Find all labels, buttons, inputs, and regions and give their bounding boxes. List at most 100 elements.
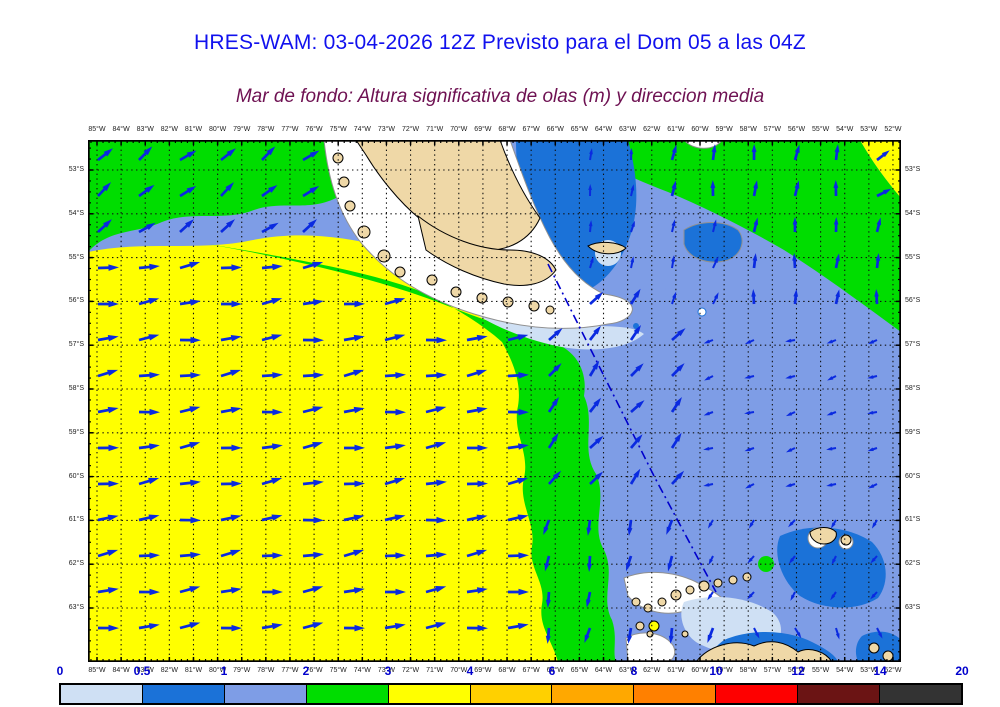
arrow-head: [633, 288, 641, 298]
wave-direction-arrow: [589, 471, 604, 485]
arrow-head: [867, 410, 874, 415]
arrow-head: [354, 444, 365, 452]
sea-medblue-burdwood: [683, 222, 743, 263]
wave-direction-arrow: [138, 222, 156, 234]
arrow-head: [394, 443, 406, 450]
arrow-head: [586, 527, 592, 536]
wave-direction-arrow: [670, 180, 677, 197]
lon-label-bottom: 84°W: [112, 667, 130, 674]
wave-direction-arrow: [794, 627, 802, 639]
arrow-head: [354, 624, 365, 632]
lon-label-top: 77°W: [281, 126, 299, 133]
arrow-head: [627, 527, 633, 536]
islet-ring: [697, 307, 707, 317]
lat-label-left: 59°S: [68, 428, 84, 436]
wave-direction-arrow: [97, 549, 119, 558]
islet-west: [635, 621, 645, 631]
lon-label-bottom: 64°W: [594, 667, 613, 674]
wave-direction-arrow: [671, 363, 685, 377]
wave-direction-arrow: [302, 406, 324, 414]
wave-direction-arrow: [827, 375, 837, 381]
wave-direction-arrow: [179, 299, 201, 306]
wave-direction-arrow: [830, 591, 837, 601]
wave-direction-arrow: [703, 411, 714, 416]
arrow-shaft: [507, 515, 521, 522]
wave-direction-arrow: [792, 217, 798, 233]
wave-direction-arrow: [543, 519, 551, 535]
wave-direction-arrow: [547, 432, 559, 449]
wave-direction-arrow: [670, 432, 682, 449]
colorbar-segment: [880, 685, 961, 703]
wave-direction-arrow: [792, 253, 797, 269]
wave-direction-arrow: [703, 446, 714, 451]
lon-label-top: 57°W: [763, 126, 781, 133]
wave-direction-arrow: [261, 477, 283, 486]
islet: [426, 274, 438, 286]
wave-direction-arrow: [302, 586, 324, 594]
wave-direction-arrow: [179, 219, 195, 233]
wave-direction-arrow: [666, 519, 674, 535]
wave-direction-arrow: [752, 217, 759, 233]
colorbar-segment: [388, 685, 471, 703]
arrow-head: [476, 369, 488, 377]
arrow-head: [189, 261, 201, 269]
wave-direction-arrow: [834, 289, 840, 305]
islet: [344, 200, 356, 212]
wave-direction-arrow: [670, 144, 677, 161]
wave-direction-arrow: [425, 406, 447, 414]
lat-label-right: 62°S: [905, 560, 921, 568]
arrow-head: [354, 300, 365, 308]
arrow-shaft: [138, 445, 152, 450]
wave-direction-arrow: [785, 447, 796, 453]
lat-label-right: 56°S: [905, 297, 921, 305]
map-regions: [88, 140, 901, 662]
wave-direction-arrow: [826, 411, 837, 416]
colorbar-segment: [552, 685, 635, 703]
arrow-head: [477, 624, 488, 632]
colorbar-value-label: 14: [873, 664, 887, 678]
arrow-head: [148, 443, 160, 450]
sea-medblue-east-shetland: [777, 527, 886, 608]
arrow-head: [703, 446, 710, 451]
wave-direction-arrow: [874, 289, 879, 305]
land-clarence-island: [840, 534, 852, 546]
arrow-shaft: [425, 373, 439, 378]
islet: [528, 300, 540, 312]
wave-direction-arrow: [179, 372, 201, 379]
wave-direction-arrow: [744, 375, 755, 379]
arrow-head: [707, 594, 713, 601]
lon-label-top: 72°W: [401, 126, 420, 133]
wave-direction-arrow: [220, 334, 242, 342]
arrow-head: [518, 552, 529, 559]
lon-label-bottom: 82°W: [160, 667, 178, 674]
arrow-head: [753, 180, 758, 189]
lat-label-right: 57°S: [905, 341, 921, 349]
arrow-head: [793, 289, 799, 297]
arrow-head: [585, 599, 591, 608]
wave-direction-arrow: [630, 184, 635, 197]
arrow-head: [313, 479, 324, 487]
track-line: [547, 263, 717, 593]
lon-label-top: 71°W: [426, 126, 444, 133]
wave-direction-arrow: [384, 334, 406, 342]
lon-label-bottom: 56°W: [787, 667, 806, 674]
arrow-head: [395, 372, 406, 379]
wave-direction-arrow: [97, 624, 119, 632]
wave-direction-arrow: [343, 480, 365, 488]
wave-direction-arrow: [712, 256, 719, 269]
arrow-head: [878, 632, 883, 639]
arrow-shaft: [138, 299, 152, 306]
wave-direction-arrow: [138, 477, 160, 486]
lon-label-bottom: 80°W: [208, 667, 227, 674]
lon-label-bottom: 58°W: [739, 667, 757, 674]
wave-direction-arrow: [220, 182, 235, 197]
arrow-head: [831, 558, 836, 565]
arrow-head: [674, 396, 682, 407]
arrow-head: [436, 479, 447, 487]
wave-direction-arrow: [703, 482, 714, 487]
islet: [394, 266, 406, 278]
wave-direction-arrow: [785, 338, 796, 343]
lat-label-left: 63°S: [68, 604, 84, 611]
arrow-head: [667, 563, 673, 572]
lon-label-bottom: 52°W: [884, 667, 902, 674]
